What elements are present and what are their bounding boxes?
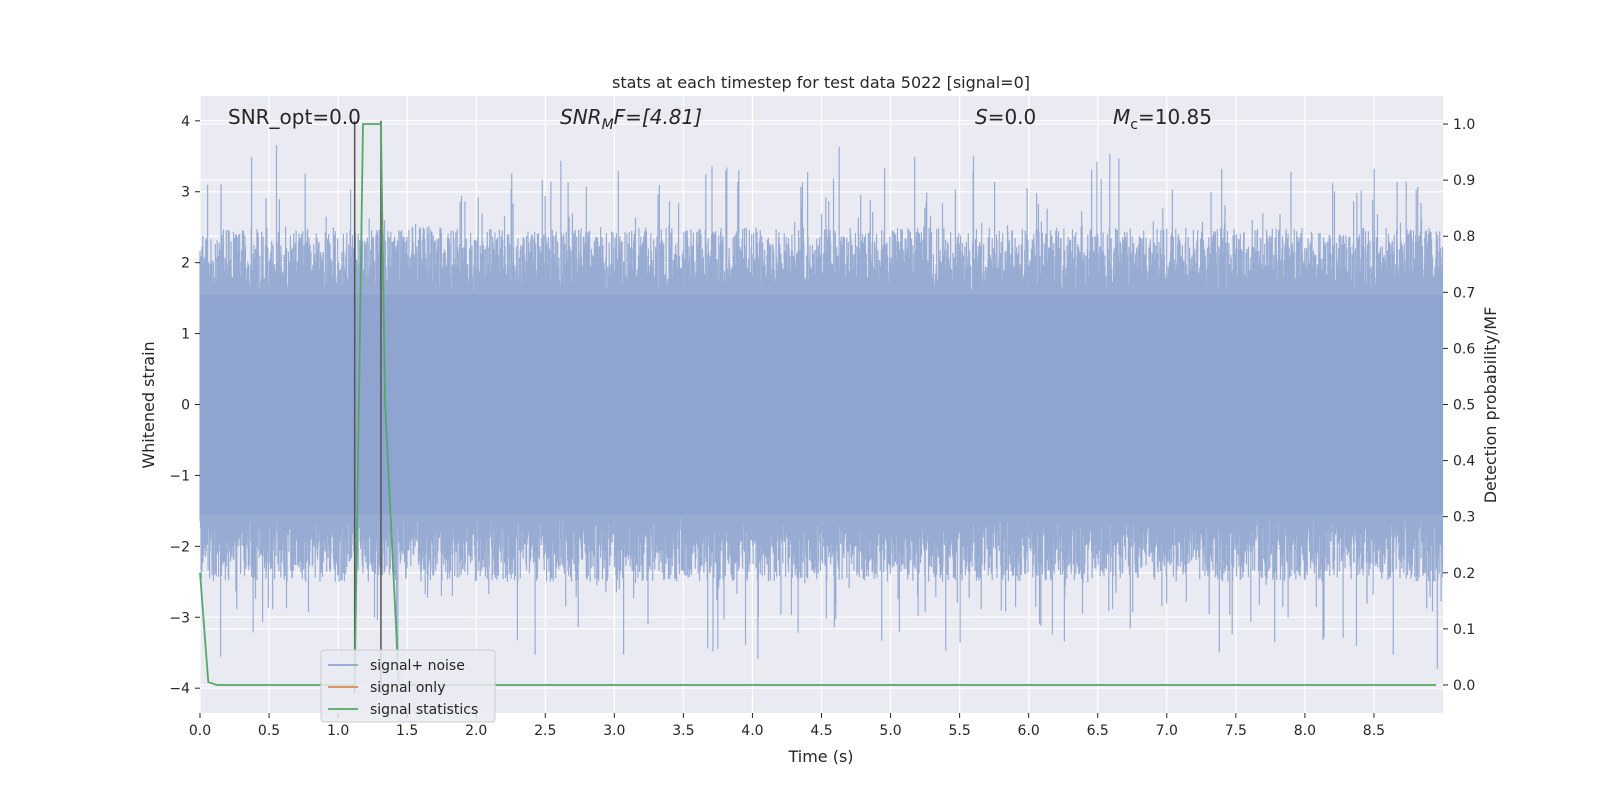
x-tick-label: 4.5 xyxy=(810,723,832,739)
x-tick-label: 1.0 xyxy=(327,723,349,739)
legend: signal+ noise signal only signal statistic… xyxy=(320,649,496,723)
x-tick-label: 7.0 xyxy=(1156,723,1178,739)
y-tick-label: 3 xyxy=(181,185,190,201)
y2-tick-label: 1.0 xyxy=(1453,117,1475,133)
legend-item-label: signal+ noise xyxy=(370,658,465,674)
y-tick-label: −4 xyxy=(169,681,190,697)
y-tick-label: −2 xyxy=(169,539,190,555)
legend-item-label: signal only xyxy=(370,680,445,696)
x-axis-label: Time (s) xyxy=(787,747,853,766)
x-tick-label: 2.0 xyxy=(465,723,487,739)
y-tick-label: −1 xyxy=(169,468,190,484)
signal-noise-series xyxy=(199,145,1444,669)
x-tick-label: 7.5 xyxy=(1225,723,1247,739)
annotation-mc: Mc=10.85 xyxy=(1113,105,1212,133)
y-axis-ticks: −4 −3 −2 −1 0 1 2 3 4 xyxy=(169,114,200,697)
y2-axis-ticks: 0.0 0.1 0.2 0.3 0.4 0.5 0.6 0.7 0.8 0.9 1.0 xyxy=(1443,117,1475,694)
y-tick-label: 0 xyxy=(181,398,190,414)
legend-item-label: signal statistics xyxy=(370,702,478,718)
signal-statistics-line xyxy=(199,123,1437,686)
x-tick-label: 5.0 xyxy=(879,723,901,739)
vertical-markers xyxy=(353,120,382,693)
y2-tick-label: 0.4 xyxy=(1453,454,1475,470)
annotation-mc-sub: c xyxy=(1130,117,1138,133)
annotation-s: S=0.0 xyxy=(975,105,1036,129)
x-tick-label: 0.5 xyxy=(258,723,280,739)
x-tick-label: 0.0 xyxy=(189,723,211,739)
x-tick-label: 2.5 xyxy=(534,723,556,739)
x-tick-label: 3.0 xyxy=(603,723,625,739)
y2-tick-label: 0.9 xyxy=(1453,173,1475,189)
annotation-s-main: S xyxy=(975,105,988,129)
y2-tick-label: 0.1 xyxy=(1453,622,1475,638)
y2-tick-label: 0.0 xyxy=(1453,678,1475,694)
y-axis-label: Whitened strain xyxy=(139,341,158,468)
annotation-s-tail: =0.0 xyxy=(988,105,1037,129)
y-tick-label: −3 xyxy=(169,610,190,626)
y2-tick-label: 0.5 xyxy=(1453,398,1475,414)
legend-box xyxy=(320,649,496,723)
y2-axis-label: Detection probability/MF xyxy=(1481,307,1500,504)
annotation-snr-mf-sub: M xyxy=(602,117,614,133)
x-tick-label: 6.5 xyxy=(1087,723,1109,739)
signal-noise-core xyxy=(200,294,1443,515)
y2-tick-label: 0.8 xyxy=(1453,229,1475,245)
y2-tick-label: 0.7 xyxy=(1453,285,1475,301)
x-tick-label: 3.5 xyxy=(672,723,694,739)
y-tick-label: 2 xyxy=(181,256,190,272)
chart-title: stats at each timestep for test data 502… xyxy=(612,73,1030,92)
annotation-snr-mf: SNRMF=[4.81] xyxy=(560,105,702,133)
y2-tick-label: 0.3 xyxy=(1453,510,1475,526)
y-tick-label: 1 xyxy=(181,327,190,343)
x-axis-ticks: 0.0 0.5 1.0 1.5 2.0 2.5 3.0 3.5 4.0 4.5 5.0 5.5 6.0 6… xyxy=(189,713,1385,739)
y2-tick-label: 0.2 xyxy=(1453,566,1475,582)
annotation-mc-main: M xyxy=(1113,105,1130,129)
x-tick-label: 6.0 xyxy=(1018,723,1040,739)
y2-tick-label: 0.6 xyxy=(1453,341,1475,357)
x-tick-label: 1.5 xyxy=(396,723,418,739)
x-tick-label: 8.0 xyxy=(1294,723,1316,739)
x-tick-label: 4.0 xyxy=(741,723,763,739)
annotation-snr-mf-tail: F=[4.81] xyxy=(614,105,702,129)
annotation-snr-opt: SNR_opt=0.0 xyxy=(228,105,361,129)
x-tick-label: 5.5 xyxy=(948,723,970,739)
signal-statistics-series xyxy=(199,123,1437,686)
y-tick-label: 4 xyxy=(181,114,190,130)
x-tick-label: 8.5 xyxy=(1363,723,1385,739)
annotation-snr-mf-main: SNR xyxy=(560,105,602,129)
annotation-mc-tail: =10.85 xyxy=(1138,105,1212,129)
